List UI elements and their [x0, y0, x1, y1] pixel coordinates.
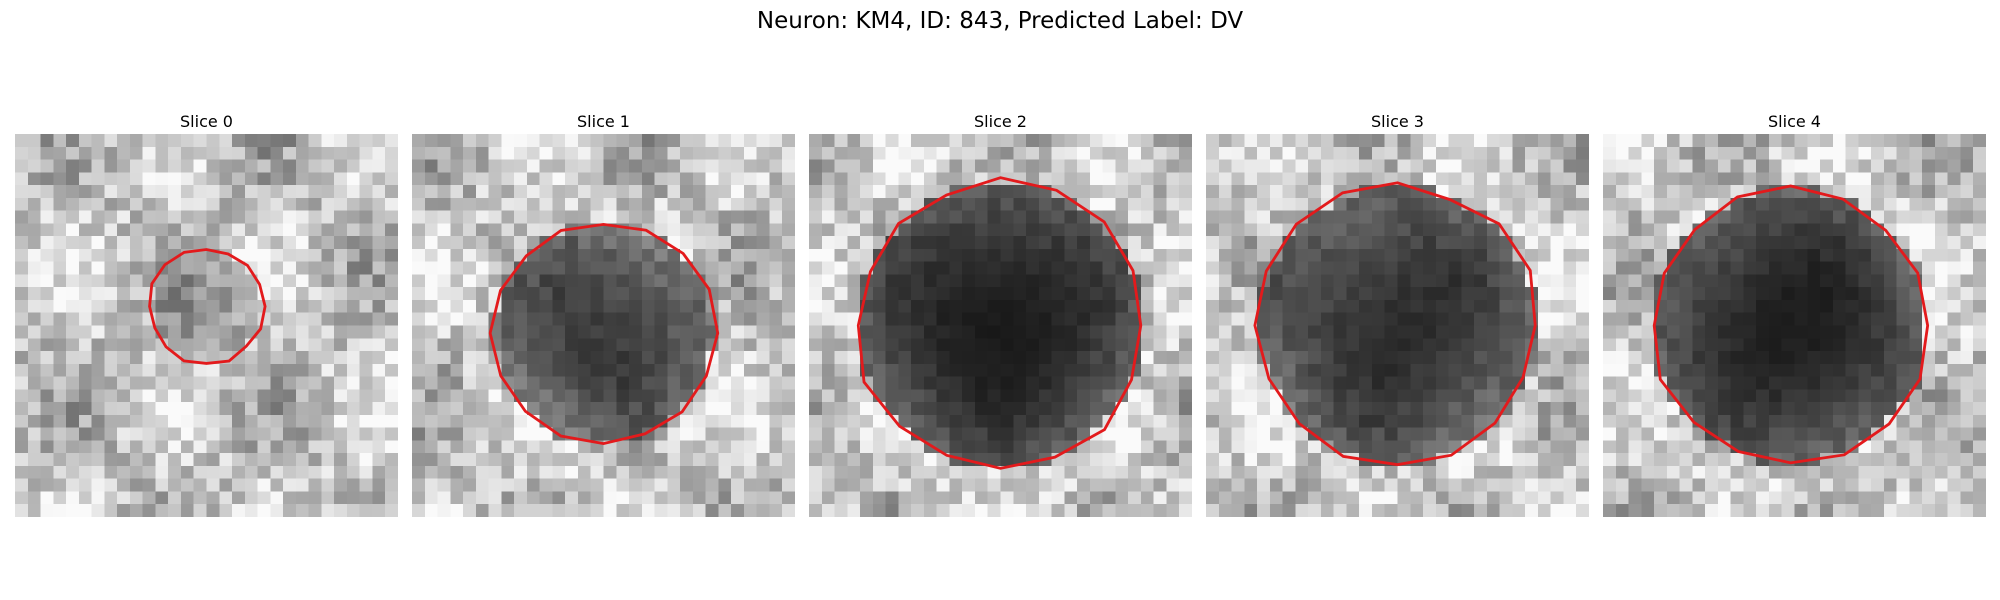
microscopy-patch	[1206, 134, 1589, 517]
figure-title: Neuron: KM4, ID: 843, Predicted Label: D…	[756, 8, 1244, 34]
microscopy-patch	[1603, 134, 1986, 517]
roi-contour	[488, 222, 720, 446]
slice-title: Slice 0	[180, 112, 233, 131]
slice-title: Slice 3	[1371, 112, 1424, 131]
slice-title: Slice 4	[1768, 112, 1821, 131]
slice-panel-3: Slice 3	[1206, 110, 1589, 517]
roi-contour	[1652, 184, 1930, 465]
slice-panel-0: Slice 0	[15, 110, 398, 517]
roi-contour	[148, 248, 267, 365]
slice-image	[412, 134, 795, 517]
slice-image	[15, 134, 398, 517]
slice-panel-1: Slice 1	[412, 110, 795, 517]
slice-title: Slice 1	[577, 112, 630, 131]
slice-image	[1603, 134, 1986, 517]
slice-title: Slice 2	[974, 112, 1027, 131]
roi-contour	[856, 176, 1143, 470]
slice-image	[809, 134, 1192, 517]
microscopy-patch	[412, 134, 795, 517]
roi-contour	[1253, 181, 1537, 467]
microscopy-patch	[809, 134, 1192, 517]
microscopy-patch	[15, 134, 398, 517]
slice-panel-4: Slice 4	[1603, 110, 1986, 517]
slice-image	[1206, 134, 1589, 517]
slice-panel-2: Slice 2	[809, 110, 1192, 517]
